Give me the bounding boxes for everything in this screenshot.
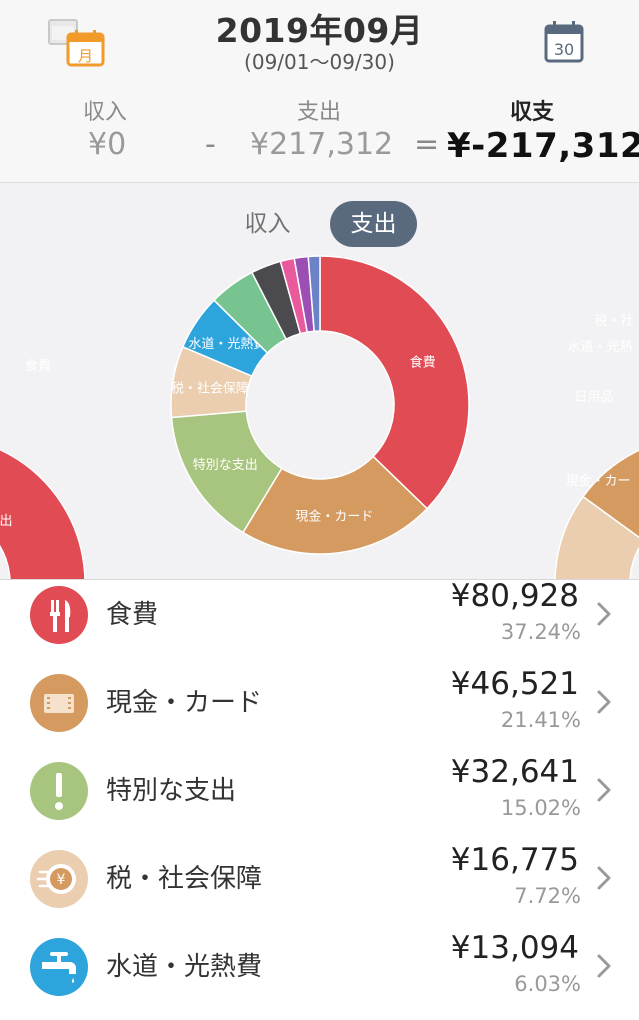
income-value: ¥0 <box>88 127 127 162</box>
list-item[interactable]: ¥ 税・社会保障 ¥16,775 7.72% <box>0 842 639 932</box>
svg-text:¥: ¥ <box>57 872 66 888</box>
side-slice-label: 税・社 <box>594 313 633 329</box>
side-slice-label: 水道・光熱 <box>567 340 632 355</box>
donut-right <box>554 449 639 579</box>
category-amount: ¥80,928 <box>450 578 579 614</box>
list-item[interactable]: 特別な支出 ¥32,641 15.02% <box>0 754 639 844</box>
balance-value: ¥-217,312 <box>447 126 639 166</box>
category-amount: ¥32,641 <box>450 754 579 790</box>
list-item[interactable]: 食費 ¥80,928 37.24% <box>0 578 639 668</box>
side-slice-label: 出 <box>0 514 13 529</box>
income-label: 収入 <box>83 100 128 125</box>
donut-slice <box>241 455 429 555</box>
slice-label: 現金・カード <box>295 509 373 525</box>
svg-text:月: 月 <box>78 47 93 65</box>
category-amount: ¥13,094 <box>450 930 579 966</box>
exclamation-icon <box>30 762 88 820</box>
side-slice-label: 日用品 <box>574 390 613 405</box>
faucet-icon <box>30 938 88 996</box>
minus-operator: - <box>205 127 216 162</box>
month-range: (09/01〜09/30) <box>244 50 395 74</box>
category-name: 特別な支出 <box>106 776 237 806</box>
chevron-right-icon[interactable] <box>594 952 614 980</box>
svg-text:30: 30 <box>554 40 574 59</box>
category-name: 食費 <box>106 600 159 630</box>
list-item[interactable]: 現金・カード ¥46,521 21.41% <box>0 666 639 756</box>
category-percent: 6.03% <box>514 972 581 996</box>
slice-label: 特別な支出 <box>193 458 258 473</box>
donut-left <box>0 448 86 579</box>
donut-slice <box>582 449 639 539</box>
donut-slice <box>0 448 86 579</box>
chevron-right-icon[interactable] <box>594 864 614 892</box>
category-percent: 7.72% <box>514 884 581 908</box>
equals-operator: = <box>414 127 440 162</box>
donut-slice <box>319 255 470 510</box>
fork-knife-icon <box>30 586 88 644</box>
chevron-right-icon[interactable] <box>594 600 614 628</box>
side-slice-label: 食費 <box>25 358 51 374</box>
donut-slice <box>307 255 321 333</box>
list-item[interactable]: 水道・光熱費 ¥13,094 6.03% <box>0 930 639 1020</box>
category-name: 水道・光熱費 <box>106 952 263 982</box>
category-name: 現金・カード <box>106 688 263 718</box>
category-amount: ¥16,775 <box>450 842 579 878</box>
chevron-right-icon[interactable] <box>594 688 614 716</box>
expense-value: ¥217,312 <box>250 127 394 162</box>
tab-expense[interactable]: 支出 <box>330 201 417 247</box>
month-calendar-icon[interactable]: 月 <box>46 18 106 68</box>
category-percent: 37.24% <box>500 620 581 644</box>
summary-header: 月 2019年09月 (09/01〜09/30) 30 収入 ¥0 - 支出 ¥… <box>0 0 639 183</box>
slice-label: 水道・光熱費 <box>188 337 266 352</box>
side-slice-label: 現金・カー <box>565 473 630 489</box>
film-card-icon <box>30 674 88 732</box>
category-name: 税・社会保障 <box>106 864 263 894</box>
yen-coin-icon: ¥ <box>30 850 88 908</box>
chart-area[interactable]: 収入 支出 食費 現金・カード 特別な支出 税・社会保障 水道・光熱費 食費出 税・社 水道・… <box>0 183 639 580</box>
category-percent: 21.41% <box>500 708 581 732</box>
chevron-right-icon[interactable] <box>594 776 614 804</box>
day-calendar-icon[interactable]: 30 <box>543 20 585 64</box>
category-amount: ¥46,521 <box>450 666 579 702</box>
tab-income[interactable]: 収入 <box>244 211 291 237</box>
category-percent: 15.02% <box>500 796 581 820</box>
balance-label: 収支 <box>510 100 555 125</box>
month-title: 2019年09月 <box>215 11 424 50</box>
slice-label: 税・社会保障 <box>171 380 249 396</box>
expense-label: 支出 <box>297 100 342 125</box>
slice-label: 食費 <box>410 354 436 370</box>
